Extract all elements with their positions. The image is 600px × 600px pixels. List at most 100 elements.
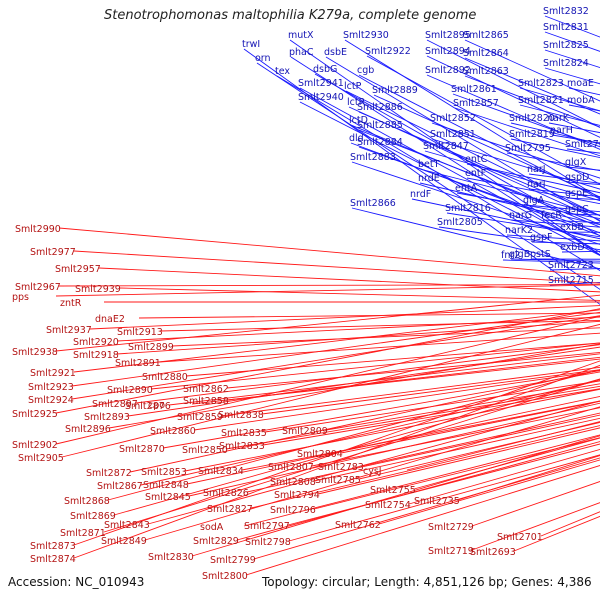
reverse-label-leader	[250, 425, 600, 509]
forward-gene-label: Smlt2864	[463, 48, 509, 59]
forward-gene-label: Smlt2883	[350, 152, 396, 163]
forward-label-leader	[426, 74, 600, 150]
reverse-label-leader	[325, 383, 600, 431]
forward-gene-label: Smlt2894	[425, 46, 471, 57]
reverse-gene-label: Smlt2872	[86, 468, 132, 479]
reverse-gene-label: Smlt2834	[198, 466, 244, 477]
forward-label-leader	[344, 39, 600, 199]
forward-label-leader	[350, 124, 600, 228]
reverse-gene-label: Smlt2796	[270, 505, 316, 516]
reverse-gene-label: Smlt2870	[119, 444, 165, 455]
reverse-label-leader	[55, 315, 600, 445]
forward-gene-label: phaC	[289, 47, 314, 58]
reverse-gene-label: Smlt2873	[30, 541, 76, 552]
forward-gene-label: Smlt2884	[357, 137, 403, 148]
forward-gene-label: trwI	[242, 39, 260, 50]
forward-label-leader	[256, 62, 600, 290]
reverse-label-leader	[108, 343, 600, 429]
forward-gene-label: glgX	[565, 157, 587, 168]
forward-gene-label: Smlt2821	[518, 95, 564, 106]
forward-label-leader	[419, 182, 600, 226]
reverse-label-leader	[253, 457, 600, 560]
forward-gene-label: fecR	[541, 210, 562, 221]
reverse-label-leader	[71, 311, 600, 387]
reverse-gene-label: Smlt2785	[315, 475, 361, 486]
reverse-label-leader	[150, 342, 600, 390]
forward-gene-label: dld	[349, 133, 364, 144]
forward-gene-label: dsbE	[324, 47, 347, 58]
reverse-gene-label: sodA	[200, 522, 224, 533]
forward-gene-label: nrdE	[418, 173, 440, 184]
accession-text: Accession: NC_010943	[8, 575, 145, 589]
reverse-gene-label: Smlt2755	[370, 485, 416, 496]
forward-label-leader	[348, 106, 600, 221]
reverse-label-leader	[288, 454, 600, 542]
reverse-gene-label: Smlt2798	[245, 537, 291, 548]
reverse-label-leader	[118, 287, 600, 301]
reverse-label-leader	[138, 312, 600, 319]
forward-gene-label: narJ	[527, 164, 546, 175]
reverse-label-leader	[361, 412, 600, 467]
forward-label-leader	[358, 111, 600, 217]
forward-gene-label: lctD	[349, 115, 368, 126]
forward-gene-label: moaE	[567, 78, 594, 89]
reverse-gene-label: Smlt2794	[274, 490, 320, 501]
forward-gene-label: mobA	[567, 95, 595, 106]
reverse-label-leader	[313, 437, 600, 510]
reverse-label-leader	[144, 406, 600, 541]
forward-gene-label: Smlt2805	[437, 217, 483, 228]
forward-label-leader	[464, 75, 600, 128]
forward-label-leader	[358, 146, 600, 234]
reverse-label-leader	[243, 434, 600, 527]
reverse-label-leader	[226, 352, 600, 389]
reverse-gene-label: Smlt2880	[142, 372, 188, 383]
forward-gene-label: Smlt2831	[543, 22, 589, 33]
forward-gene-label: betT	[418, 159, 440, 170]
reverse-gene-label: Smlt2693	[470, 547, 516, 558]
reverse-gene-label: Smlt2858	[183, 396, 229, 407]
forward-label-leader	[446, 212, 600, 238]
reverse-gene-label: Smlt2804	[297, 449, 343, 460]
forward-gene-label: Smlt2765	[565, 139, 600, 150]
forward-gene-label: tex	[275, 66, 290, 77]
map-title: Stenotrophomonas maltophilia K279a, comp…	[104, 8, 477, 23]
reverse-label-leader	[140, 379, 600, 486]
forward-gene-label: narK2	[505, 225, 533, 236]
forward-gene-label: dsbG	[313, 64, 337, 75]
reverse-gene-label: Smlt2876	[125, 401, 171, 412]
reverse-label-leader	[168, 353, 600, 406]
reverse-gene-label: Smlt2845	[145, 492, 191, 503]
reverse-gene-label: Smlt2848	[143, 480, 189, 491]
forward-gene-label: narG	[509, 210, 532, 221]
reverse-gene-label: Smlt2867	[97, 481, 143, 492]
forward-gene-label: Smlt2825	[543, 40, 589, 51]
forward-label-leader	[314, 73, 600, 237]
reverse-gene-label: Smlt2729	[428, 522, 474, 533]
reverse-gene-label: Smlt2957	[55, 264, 101, 275]
reverse-gene-label: Smlt2829	[193, 536, 239, 547]
reverse-gene-label: Smlt2719	[428, 546, 474, 557]
reverse-gene-label: Smlt2830	[148, 552, 194, 563]
forward-gene-label: Smlt2930	[343, 30, 389, 41]
reverse-gene-label: Smlt2800	[202, 571, 248, 582]
reverse-gene-label: Smlt2859	[177, 412, 223, 423]
reverse-gene-label: zntR	[60, 298, 82, 309]
reverse-gene-label: Smlt2862	[183, 384, 229, 395]
reverse-gene-label: Smlt2853	[141, 467, 187, 478]
reverse-label-leader	[408, 448, 600, 505]
forward-gene-label: Smlt2847	[423, 141, 469, 152]
reverse-label-leader	[340, 400, 600, 454]
reverse-gene-label: Smlt2843	[104, 520, 150, 531]
reverse-gene-label: Smlt2902	[12, 440, 58, 451]
forward-label-leader	[358, 74, 600, 200]
reverse-label-leader	[55, 284, 600, 297]
reverse-gene-label: Smlt2827	[207, 504, 253, 515]
forward-gene-label: exbB	[560, 222, 584, 233]
forward-gene-label: Smlt2832	[543, 6, 589, 17]
reverse-gene-label: Smlt2871	[60, 528, 106, 539]
reverse-label-leader	[113, 378, 600, 516]
reverse-gene-label: Smlt2977	[30, 247, 76, 258]
reverse-gene-label: Smlt2754	[365, 500, 411, 511]
forward-gene-label: Smlt2863	[463, 66, 509, 77]
reverse-gene-label: Smlt2939	[75, 284, 121, 295]
